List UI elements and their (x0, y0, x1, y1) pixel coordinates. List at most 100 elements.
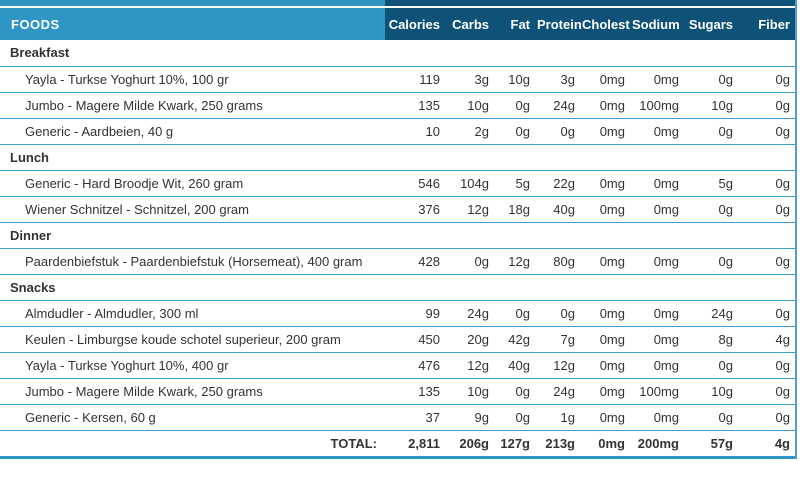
food-value-sugars: 0g (686, 118, 740, 145)
food-value-carbs: 20g (447, 326, 496, 353)
food-value-cholest: 0mg (582, 300, 632, 327)
food-value-sugars: 5g (686, 170, 740, 197)
food-value-fat: 12g (496, 248, 537, 275)
column-header-carbs: Carbs (447, 8, 496, 40)
food-value-protein: 80g (537, 248, 582, 275)
food-row: Yayla - Turkse Yoghurt 10%, 400 gr 476 12g… (0, 352, 795, 379)
food-value-protein: 24g (537, 92, 582, 119)
food-value-carbs: 2g (447, 118, 496, 145)
food-value-calories: 546 (385, 170, 447, 197)
section-row-snacks: Snacks (0, 274, 795, 301)
food-value-calories: 135 (385, 378, 447, 405)
food-value-fiber: 0g (740, 118, 795, 145)
food-value-carbs: 104g (447, 170, 496, 197)
table-header-row: FOODS Calories Carbs Fat Protein Cholest Sodi… (0, 8, 795, 40)
food-value-sodium: 0mg (632, 300, 686, 327)
food-value-fiber: 0g (740, 92, 795, 119)
food-value-sodium: 0mg (632, 326, 686, 353)
top-strip-dark-segment (385, 0, 795, 6)
food-value-carbs: 12g (447, 196, 496, 223)
food-value-fat: 0g (496, 378, 537, 405)
food-value-sugars: 0g (686, 196, 740, 223)
section-row-dinner: Dinner (0, 222, 795, 249)
food-value-fat: 10g (496, 66, 537, 93)
food-value-fiber: 0g (740, 300, 795, 327)
foods-column-header: FOODS (0, 8, 385, 40)
food-value-calories: 450 (385, 326, 447, 353)
total-value-cholest: 0mg (582, 430, 632, 459)
food-value-carbs: 12g (447, 352, 496, 379)
food-value-sodium: 0mg (632, 66, 686, 93)
total-value-calories: 2,811 (385, 430, 447, 459)
food-value-fat: 42g (496, 326, 537, 353)
food-value-sugars: 0g (686, 248, 740, 275)
food-value-fiber: 0g (740, 378, 795, 405)
food-name: Yayla - Turkse Yoghurt 10%, 100 gr (0, 66, 385, 93)
column-header-fat: Fat (496, 8, 537, 40)
column-header-fiber: Fiber (740, 8, 795, 40)
food-value-fiber: 0g (740, 248, 795, 275)
food-value-fiber: 0g (740, 352, 795, 379)
food-value-sodium: 0mg (632, 352, 686, 379)
food-value-sodium: 100mg (632, 378, 686, 405)
food-value-fiber: 0g (740, 404, 795, 431)
top-strip-light-segment (0, 0, 385, 6)
food-value-protein: 0g (537, 300, 582, 327)
food-row: Wiener Schnitzel - Schnitzel, 200 gram 37… (0, 196, 795, 223)
food-value-protein: 24g (537, 378, 582, 405)
food-diary-report: FOODS Calories Carbs Fat Protein Cholest Sodi… (0, 0, 797, 459)
food-value-cholest: 0mg (582, 196, 632, 223)
food-value-sugars: 0g (686, 404, 740, 431)
food-value-carbs: 24g (447, 300, 496, 327)
food-name: Jumbo - Magere Milde Kwark, 250 grams (0, 92, 385, 119)
food-value-fat: 18g (496, 196, 537, 223)
food-value-carbs: 9g (447, 404, 496, 431)
food-value-protein: 40g (537, 196, 582, 223)
food-value-cholest: 0mg (582, 404, 632, 431)
food-value-carbs: 10g (447, 378, 496, 405)
food-value-fat: 0g (496, 300, 537, 327)
food-value-protein: 1g (537, 404, 582, 431)
food-value-cholest: 0mg (582, 378, 632, 405)
food-value-cholest: 0mg (582, 326, 632, 353)
food-value-fiber: 0g (740, 170, 795, 197)
food-value-protein: 3g (537, 66, 582, 93)
nutrition-table: FOODS Calories Carbs Fat Protein Cholest Sodi… (0, 8, 795, 459)
food-value-fat: 0g (496, 404, 537, 431)
section-label: Breakfast (0, 40, 795, 67)
food-value-carbs: 10g (447, 92, 496, 119)
food-row: Almdudler - Almdudler, 300 ml 99 24g 0g 0g 0m… (0, 300, 795, 327)
food-name: Paardenbiefstuk - Paardenbiefstuk (Horse… (0, 248, 385, 275)
food-value-cholest: 0mg (582, 92, 632, 119)
food-value-fiber: 0g (740, 66, 795, 93)
food-name: Wiener Schnitzel - Schnitzel, 200 gram (0, 196, 385, 223)
column-header-cholest: Cholest (582, 8, 632, 40)
column-header-protein: Protein (537, 8, 582, 40)
section-row-lunch: Lunch (0, 144, 795, 171)
food-row: Generic - Aardbeien, 40 g 10 2g 0g 0g 0mg 0mg 0… (0, 118, 795, 145)
table-body: Breakfast Yayla - Turkse Yoghurt 10%, 100… (0, 40, 795, 459)
section-label: Dinner (0, 222, 795, 249)
food-value-calories: 99 (385, 300, 447, 327)
total-value-sodium: 200mg (632, 430, 686, 459)
food-name: Almdudler - Almdudler, 300 ml (0, 300, 385, 327)
food-value-cholest: 0mg (582, 66, 632, 93)
total-value-fiber: 4g (740, 430, 795, 459)
food-value-fiber: 0g (740, 196, 795, 223)
food-value-sodium: 0mg (632, 404, 686, 431)
food-value-sodium: 0mg (632, 118, 686, 145)
food-value-carbs: 3g (447, 66, 496, 93)
food-row: Keulen - Limburgse koude schotel superie… (0, 326, 795, 353)
total-value-carbs: 206g (447, 430, 496, 459)
food-row: Generic - Hard Broodje Wit, 260 gram 546 1… (0, 170, 795, 197)
food-value-sodium: 0mg (632, 196, 686, 223)
food-value-sodium: 100mg (632, 92, 686, 119)
food-name: Keulen - Limburgse koude schotel superie… (0, 326, 385, 353)
food-value-fiber: 4g (740, 326, 795, 353)
total-value-sugars: 57g (686, 430, 740, 459)
food-value-protein: 12g (537, 352, 582, 379)
food-row: Yayla - Turkse Yoghurt 10%, 100 gr 119 3g 1… (0, 66, 795, 93)
food-value-protein: 22g (537, 170, 582, 197)
top-strip (0, 0, 795, 6)
food-value-carbs: 0g (447, 248, 496, 275)
